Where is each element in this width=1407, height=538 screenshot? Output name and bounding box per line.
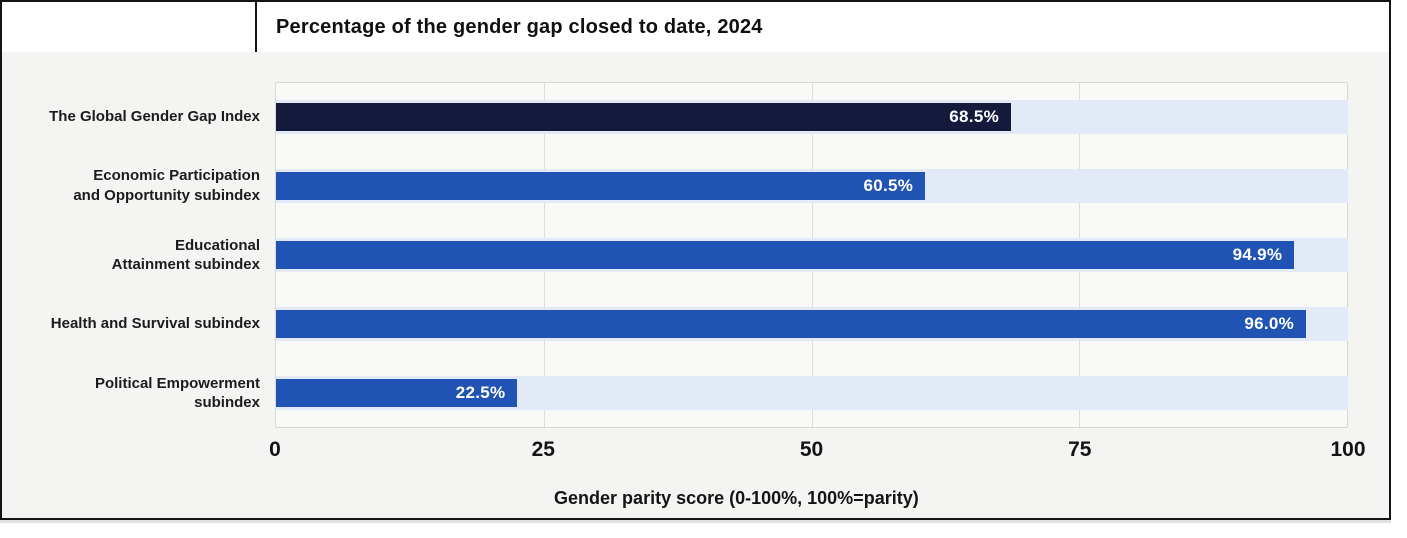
chart-card: Percentage of the gender gap closed to d…	[0, 0, 1391, 520]
table-row: The Global Gender Gap Index 68.5%	[2, 82, 1348, 151]
bar-cell: 96.0%	[275, 290, 1348, 359]
bar-cell: 94.9%	[275, 220, 1348, 289]
bar: 60.5%	[276, 171, 926, 200]
bar-cell: 22.5%	[275, 359, 1348, 428]
x-axis-title: Gender parity score (0-100%, 100%=parity…	[554, 488, 919, 508]
bar: 96.0%	[276, 310, 1307, 339]
value-label: 68.5%	[949, 106, 999, 126]
chart-title: Percentage of the gender gap closed to d…	[276, 15, 763, 38]
category-label: Economic Participation and Opportunity s…	[73, 167, 260, 204]
header-spacer-cell	[2, 2, 257, 52]
value-label: 96.0%	[1244, 314, 1295, 334]
bar: 68.5%	[276, 102, 1011, 131]
x-tick-label: 75	[1068, 438, 1092, 461]
x-tick-label: 100	[1330, 438, 1366, 461]
x-tick-label: 0	[269, 438, 281, 461]
bar: 94.9%	[276, 241, 1295, 269]
bar-cell: 68.5%	[275, 82, 1348, 151]
category-label: The Global Gender Gap Index	[49, 107, 260, 125]
x-axis-ticks: 0 25 50 75 100	[269, 438, 1365, 464]
x-tick-label: 50	[799, 438, 824, 461]
category-label: Health and Survival subindex	[50, 315, 260, 333]
category-label: Educational Attainment subindex	[111, 236, 260, 274]
x-axis-label-row: Gender parity score (0-100%, 100%=parity…	[275, 488, 1348, 512]
table-row: Health and Survival subindex 96.0%	[2, 290, 1348, 359]
bar: 22.5%	[276, 379, 518, 408]
value-label: 22.5%	[455, 383, 506, 403]
x-tick-label: 25	[531, 438, 555, 461]
value-label: 94.9%	[1232, 245, 1283, 264]
table-row: Educational Attainment subindex 94.9%	[2, 220, 1348, 289]
table-row: Political Empowerment subindex 22.5%	[2, 359, 1348, 428]
category-label: Political Empowerment subindex	[94, 374, 260, 412]
chart-area: The Global Gender Gap Index 68.5% Econom…	[2, 52, 1389, 518]
chart-header: Percentage of the gender gap closed to d…	[2, 2, 1389, 52]
table-row: Economic Participation and Opportunity s…	[2, 151, 1348, 220]
bar-cell: 60.5%	[275, 151, 1348, 220]
value-label: 60.5%	[863, 175, 914, 195]
bar-rows: The Global Gender Gap Index 68.5% Econom…	[2, 82, 1348, 428]
